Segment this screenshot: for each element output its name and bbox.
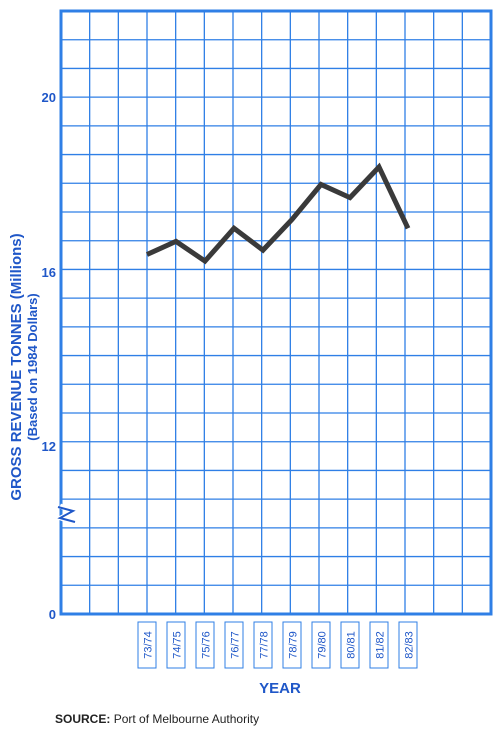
x-tick-label: 73/74 [143,631,155,659]
x-tick-label: 77/78 [259,631,271,659]
x-tick-label: 78/79 [288,631,300,659]
y-tick-label: 0 [49,607,56,622]
x-tick-label: 75/76 [201,631,213,659]
y-tick-label: 20 [42,90,56,105]
x-tick-label: 76/77 [230,631,242,659]
plot-area [61,11,491,614]
x-tick-label: 79/80 [317,631,329,659]
x-tick-label: 80/81 [346,631,358,659]
source-label: SOURCE: [55,712,110,726]
source-note: SOURCE: Port of Melbourne Authority [55,712,259,726]
x-tick-label: 74/75 [172,631,184,659]
source-text: Port of Melbourne Authority [114,712,259,726]
y-axis-label: GROSS REVENUE TONNES (Millions) (Based o… [9,197,59,537]
y-axis-label-line1: GROSS REVENUE TONNES (Millions) [9,197,26,537]
x-axis-label: YEAR [240,680,320,697]
x-tick-label: 81/82 [375,631,387,659]
y-axis-label-line2: (Based on 1984 Dollars) [26,197,40,537]
grid [61,11,491,614]
x-tick-label: 82/83 [404,631,416,659]
x-tick-labels: 73/74 74/75 75/76 76/77 77/78 78/79 79/80 80/81… [138,622,417,668]
